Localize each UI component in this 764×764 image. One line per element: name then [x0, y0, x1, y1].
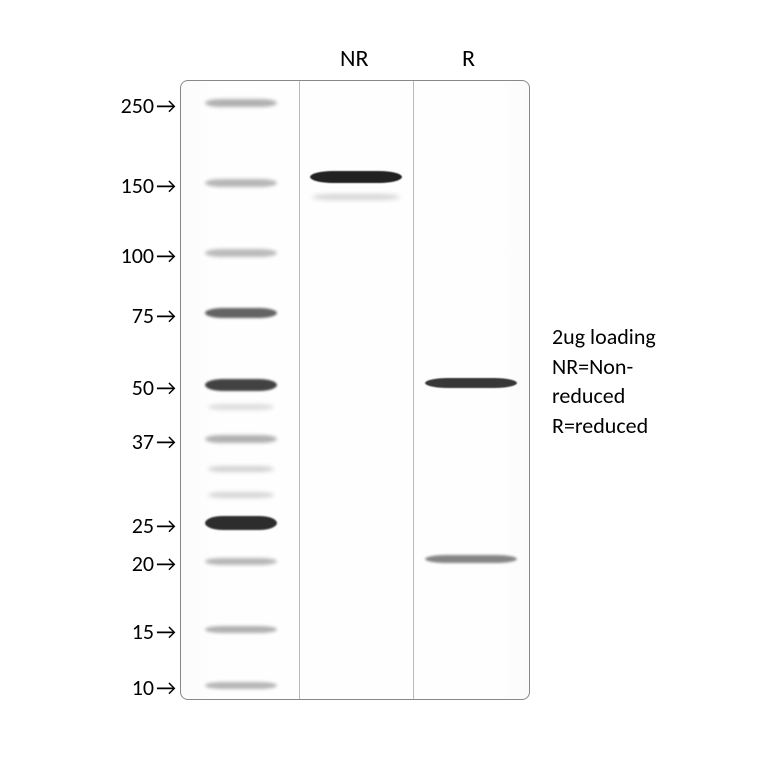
mw-label: 37→	[132, 428, 176, 455]
arrow-right-icon: →	[156, 428, 176, 455]
r-band	[425, 555, 517, 563]
mw-value: 100	[121, 242, 154, 269]
mw-value: 75	[132, 302, 154, 329]
mw-value: 250	[121, 92, 154, 119]
arrow-right-icon: →	[156, 242, 176, 269]
arrow-right-icon: →	[156, 618, 176, 645]
ladder-band	[205, 558, 277, 565]
mw-label: 75→	[132, 302, 176, 329]
mw-value: 37	[132, 428, 154, 455]
mw-value: 10	[132, 674, 154, 701]
arrow-right-icon: →	[156, 92, 176, 119]
mw-value: 25	[132, 512, 154, 539]
nr-band	[312, 194, 400, 200]
ladder-band	[205, 626, 277, 633]
mw-label: 25→	[132, 512, 176, 539]
mw-label: 250→	[121, 92, 176, 119]
arrow-right-icon: →	[156, 550, 176, 577]
mw-label: 50→	[132, 374, 176, 401]
ladder-band	[205, 682, 277, 689]
ladder-band-faint	[208, 404, 274, 410]
mw-label: 10→	[132, 674, 176, 701]
mw-value: 20	[132, 550, 154, 577]
r-band	[425, 378, 517, 388]
legend-line: NR=Non-	[552, 352, 656, 382]
mw-value: 15	[132, 618, 154, 645]
arrow-right-icon: →	[156, 674, 176, 701]
ladder-band	[205, 379, 277, 391]
lane-separator	[299, 81, 300, 699]
ladder-band	[205, 179, 277, 187]
arrow-right-icon: →	[156, 172, 176, 199]
lane-header-r: R	[462, 44, 475, 73]
arrow-right-icon: →	[156, 302, 176, 329]
ladder-band	[205, 516, 277, 530]
arrow-right-icon: →	[156, 374, 176, 401]
ladder-band	[205, 308, 277, 318]
legend-line: reduced	[552, 381, 656, 411]
mw-label: 20→	[132, 550, 176, 577]
ladder-band	[205, 249, 277, 257]
mw-value: 50	[132, 374, 154, 401]
ladder-band-faint	[208, 492, 274, 498]
legend-text: 2ug loadingNR=Non-reducedR=reduced	[552, 322, 656, 441]
mw-label: 100→	[121, 242, 176, 269]
lane-header-nr: NR	[340, 44, 369, 73]
ladder-band-faint	[208, 466, 274, 472]
legend-line: 2ug loading	[552, 322, 656, 352]
mw-label: 15→	[132, 618, 176, 645]
nr-band	[310, 171, 402, 183]
mw-value: 150	[121, 172, 154, 199]
lane-separator	[413, 81, 414, 699]
legend-line: R=reduced	[552, 411, 656, 441]
ladder-band	[205, 435, 277, 443]
gel-image	[180, 80, 530, 700]
mw-label: 150→	[121, 172, 176, 199]
arrow-right-icon: →	[156, 512, 176, 539]
ladder-band	[205, 99, 277, 107]
